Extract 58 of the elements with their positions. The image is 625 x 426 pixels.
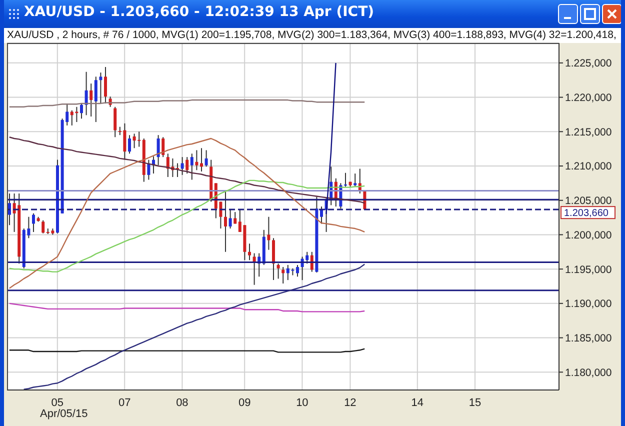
candlestick xyxy=(42,220,45,234)
y-tick-label: 1.215,000 xyxy=(565,126,612,138)
candlestick xyxy=(310,251,314,272)
x-tick-label: 09 xyxy=(238,396,251,409)
candlestick xyxy=(156,134,160,166)
candlestick xyxy=(224,190,227,252)
line-series xyxy=(23,264,366,390)
candlestick xyxy=(200,148,203,172)
x-tick-label: 10 xyxy=(296,396,308,409)
candlestick xyxy=(162,136,165,158)
x-tick-label: 05 xyxy=(51,396,64,409)
chart-title: XAU/USD - 1.203,660 - 12:02:39 13 Apr (ICT) xyxy=(24,4,374,20)
y-tick-label: 1.210,000 xyxy=(565,160,612,173)
line-series xyxy=(8,180,366,272)
y-tick-label: 1.225,000 xyxy=(565,58,612,70)
x-tick-label: 12 xyxy=(344,396,356,409)
line-series xyxy=(8,138,366,289)
ref-line-label: 1.203,660 xyxy=(564,208,609,220)
candlestick xyxy=(276,263,280,280)
candlestick xyxy=(147,159,150,180)
candlestick xyxy=(354,173,357,188)
candlestick xyxy=(296,264,299,278)
candlestick xyxy=(8,192,11,226)
chart-subtitle: XAU/USD , 2 hours, # 76 / 1000, MVG(1) 200=1.195,708, MVG(2) 300=1.183,364, MVG(3) 400=1.188,893, MVG(4) 32=1.200,418, xyxy=(7,29,616,41)
x-tick-label: 07 xyxy=(118,396,131,409)
y-tick-label: 1.185,000 xyxy=(565,332,612,345)
x-tick-label: 08 xyxy=(176,396,188,409)
candlestick xyxy=(128,134,131,154)
y-tick-label: 1.205,000 xyxy=(565,195,612,208)
y-tick-label: 1.200,000 xyxy=(565,229,612,242)
line-series xyxy=(8,302,366,312)
candlestick xyxy=(320,206,323,224)
candlestick xyxy=(80,102,83,120)
candlestick xyxy=(186,156,189,174)
candlestick xyxy=(272,238,275,281)
candlestick xyxy=(99,72,102,104)
candlestick xyxy=(248,243,251,261)
candlestick xyxy=(204,150,208,168)
candlestick xyxy=(228,209,232,230)
candlestick xyxy=(252,252,256,286)
candlestick xyxy=(84,71,88,116)
candlestick xyxy=(190,153,194,180)
candlestick xyxy=(267,216,270,250)
x-tick-label: 15 xyxy=(468,396,482,409)
text: Apr/05/15 xyxy=(40,408,88,420)
candlestick xyxy=(104,66,107,104)
candlestick xyxy=(344,172,347,188)
candlestick xyxy=(114,106,117,138)
y-tick-label: 1.180,000 xyxy=(565,366,612,379)
candlestick xyxy=(90,83,93,118)
y-tick-label: 1.195,000 xyxy=(565,264,612,276)
candlestick xyxy=(94,76,98,123)
candlestick xyxy=(195,150,198,171)
candlestick xyxy=(180,156,184,176)
y-tick-label: 1.190,000 xyxy=(565,298,612,310)
y-tick-label: 1.220,000 xyxy=(565,92,612,104)
x-tick-label: 14 xyxy=(411,396,424,409)
candlestick xyxy=(32,212,35,232)
